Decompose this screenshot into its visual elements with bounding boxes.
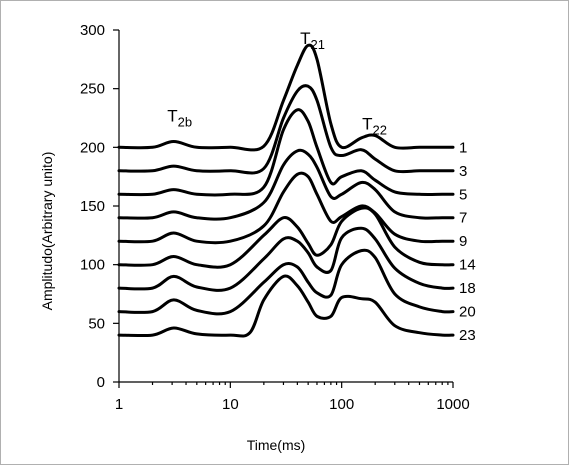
series-curves <box>117 43 455 338</box>
x-tick-label: 1000 <box>436 396 469 413</box>
series-curve-3 <box>117 84 455 175</box>
y-tick-label: 0 <box>97 374 105 391</box>
series-label-5: 5 <box>459 186 467 203</box>
series-curve-18 <box>117 226 455 292</box>
series-curve-1 <box>117 43 455 152</box>
series-label-23: 23 <box>459 327 476 344</box>
series-label-14: 14 <box>459 257 476 274</box>
peak-annotation-T2b: T2b <box>167 107 192 130</box>
x-tick-label: 1 <box>115 396 123 413</box>
x-axis-title: Time(ms) <box>247 437 306 453</box>
series-curve-7 <box>117 148 455 221</box>
y-tick-label: 200 <box>80 139 105 156</box>
y-tick-label: 300 <box>80 22 105 39</box>
y-tick-label: 50 <box>88 315 105 332</box>
peak-annotation-T22: T22 <box>362 115 387 138</box>
series-curve-5 <box>117 108 455 197</box>
y-tick-label: 150 <box>80 198 105 215</box>
x-axis-ticks: 1 10 100 1000 <box>115 382 470 413</box>
series-curve-14 <box>117 206 455 269</box>
x-tick-label: 10 <box>222 396 239 413</box>
series-labels: 1 3 5 7 9 14 18 20 23 <box>459 139 476 344</box>
series-curve-23 <box>117 274 455 338</box>
series-label-20: 20 <box>459 304 476 321</box>
series-curve-9 <box>117 171 455 245</box>
peak-annotations: T2b T21 T22 <box>167 29 387 138</box>
x-tick-label: 100 <box>329 396 354 413</box>
y-tick-label: 100 <box>80 257 105 274</box>
y-axis-ticks: 0 50 100 150 200 250 300 <box>80 22 119 391</box>
series-curve-20 <box>117 248 455 316</box>
y-tick-label: 250 <box>80 81 105 98</box>
series-label-1: 1 <box>459 139 467 156</box>
series-label-9: 9 <box>459 233 467 250</box>
series-label-3: 3 <box>459 163 467 180</box>
series-label-7: 7 <box>459 210 467 227</box>
y-axis-title: Amplitudo(Arbitrary unito) <box>39 152 55 311</box>
peak-annotation-T21: T21 <box>300 29 325 52</box>
series-label-18: 18 <box>459 280 476 297</box>
